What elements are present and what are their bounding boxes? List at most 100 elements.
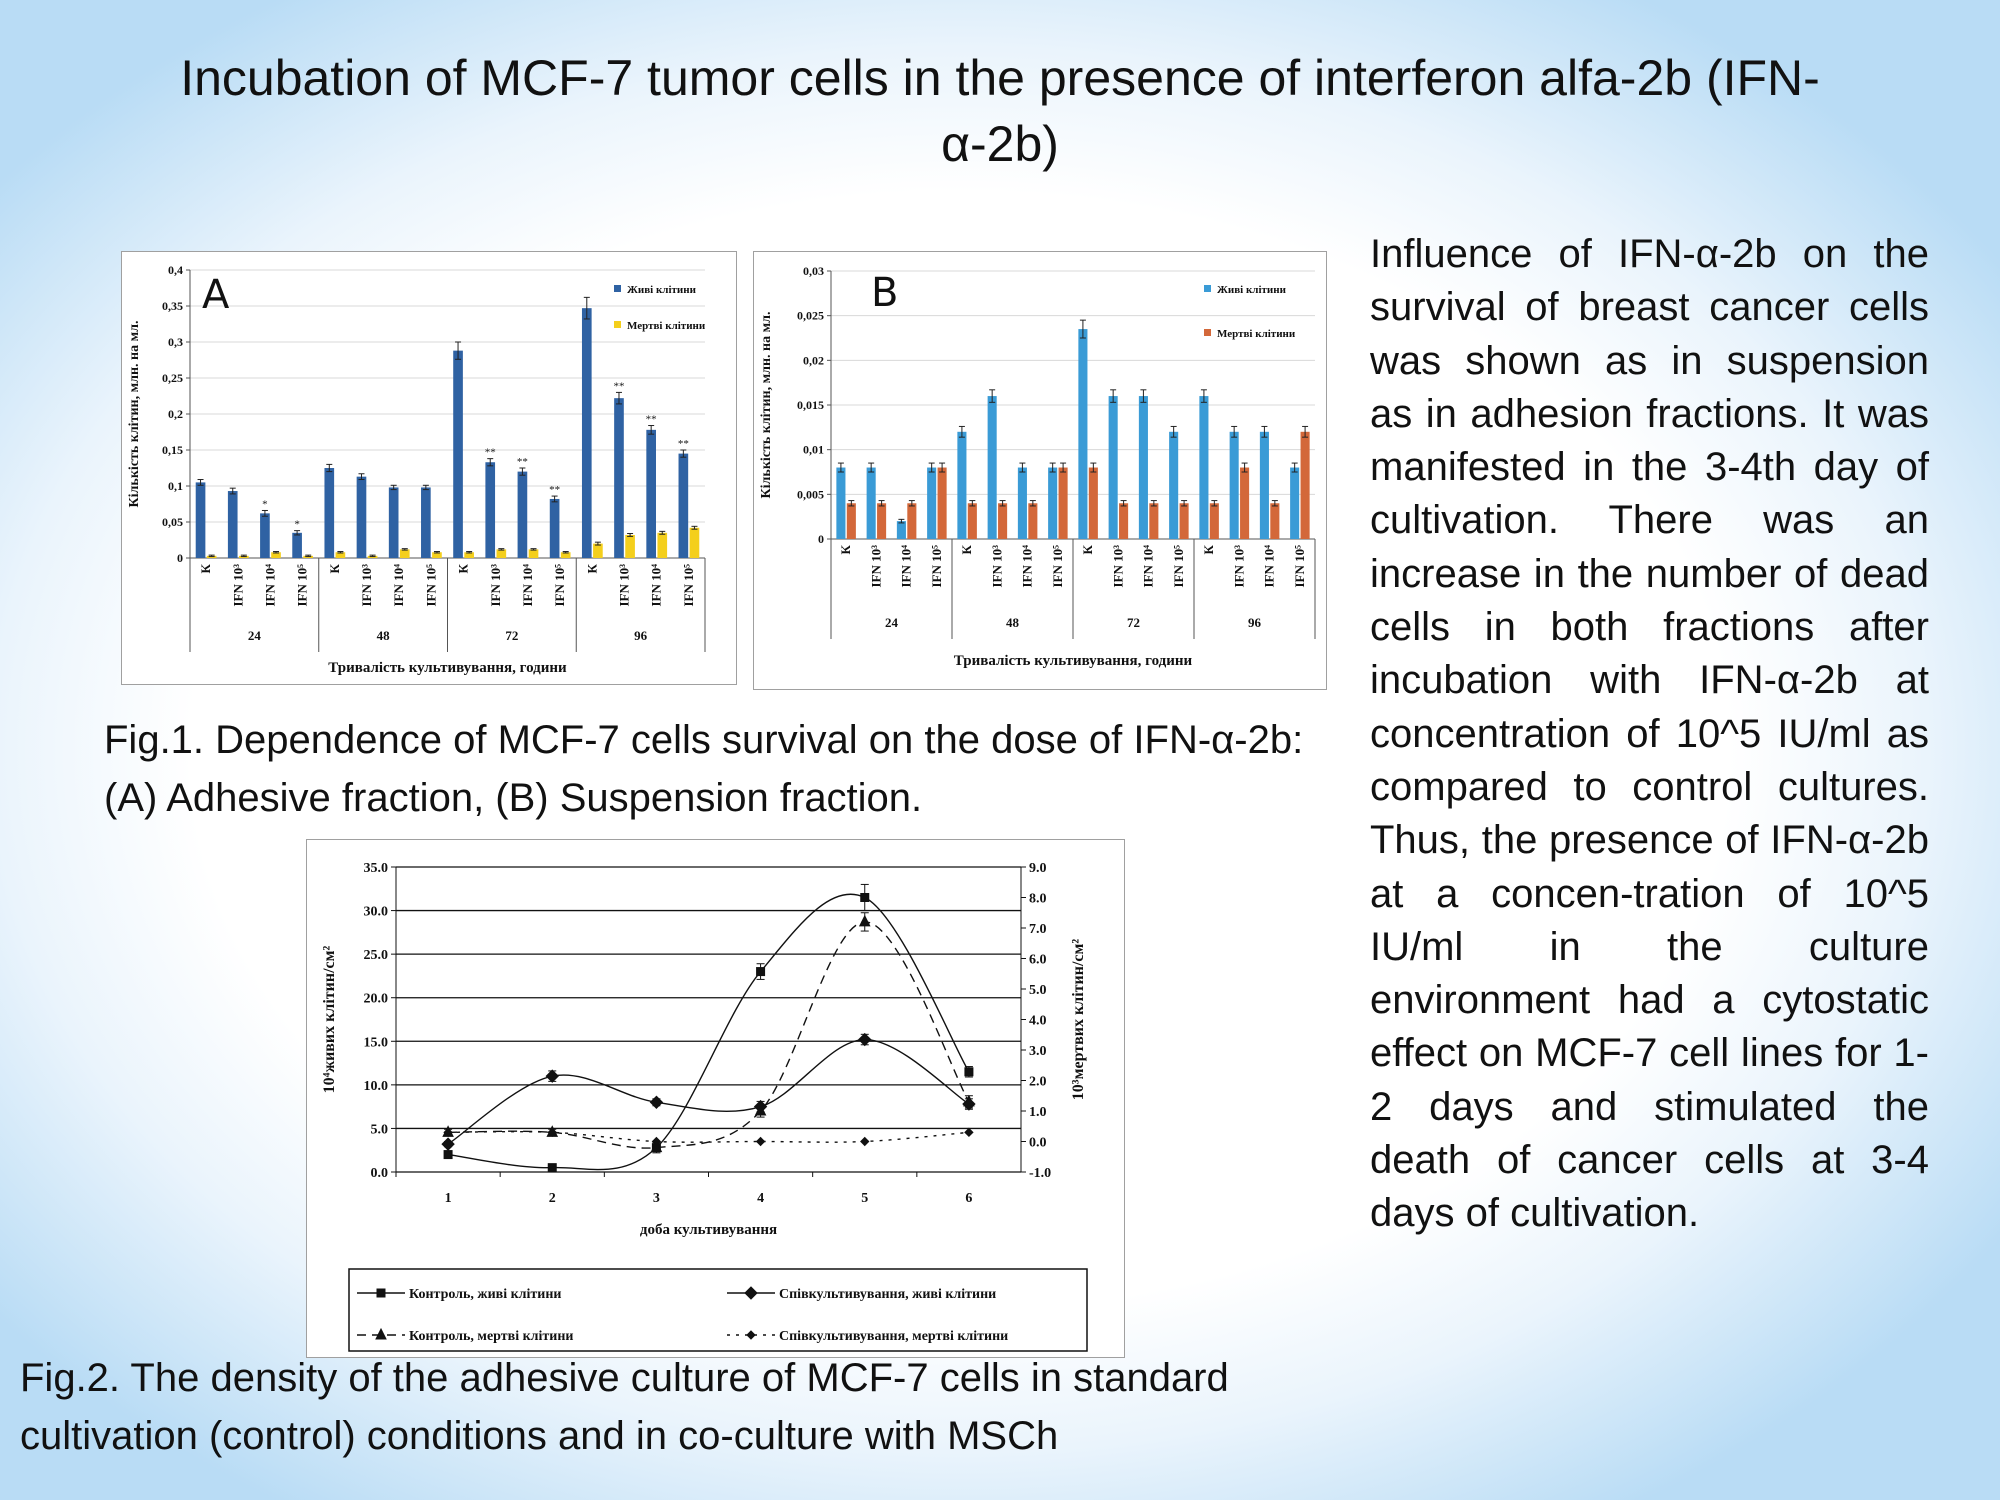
y-tick-label: 0,3: [168, 335, 183, 349]
bar: [846, 503, 856, 539]
group-label: 96: [1248, 615, 1262, 630]
bar: [1290, 467, 1300, 539]
bar: [593, 543, 603, 558]
x-axis-title: Тривалість культивування, години: [328, 660, 567, 676]
error-bar: [999, 500, 1006, 507]
error-bar: [1170, 425, 1177, 438]
bar: [987, 396, 997, 539]
y-tick-label: 0,05: [162, 515, 183, 529]
bar: [877, 503, 887, 539]
x-tick-label: IFN 10⁴: [391, 564, 406, 607]
error-bar: [273, 551, 280, 554]
error-bar: [1231, 425, 1238, 438]
error-bar: [261, 509, 268, 517]
error-bar: [229, 487, 236, 495]
y-axis-title: Кількість клітин, млн. на мл.: [127, 321, 142, 508]
x-tick-label: К: [838, 544, 853, 554]
y2-tick-label: 1.0: [1029, 1105, 1047, 1120]
legend-label: Контроль, мертві клітини: [409, 1329, 574, 1344]
figure-caption: Fig.2. The density of the adhesive cultu…: [20, 1356, 1229, 1458]
error-bar: [928, 462, 935, 473]
bar: [998, 503, 1008, 539]
error-bar: [1120, 500, 1127, 507]
marker: [441, 1137, 455, 1151]
error-bar: [358, 473, 365, 481]
significance-mark: **: [678, 438, 689, 450]
error-bar: [294, 530, 301, 536]
error-bar: [627, 533, 634, 537]
error-bar: [1079, 319, 1086, 339]
y2-tick-label: 6.0: [1029, 953, 1047, 968]
x-tick-label: К: [1201, 544, 1216, 554]
error-bar: [837, 462, 844, 473]
error-bar: [868, 462, 875, 473]
y-tick-label: 10.0: [364, 1079, 389, 1094]
legend-label: Живі клітини: [627, 284, 697, 296]
marker: [650, 1140, 663, 1153]
x-tick-label: IFN 10⁵: [929, 545, 944, 588]
chart-panel: 0 0,005 0,01 0,015 0,02 0,025 0,03 К IFN 10³ IFN …: [753, 251, 1327, 690]
y-tick-label: 30.0: [364, 905, 389, 920]
bar: [1240, 467, 1250, 539]
chart-panel: 0 0,05 0,1 0,15 0,2 0,25 0,3 0,35 0,4 К IFN 10³ IFN…: [121, 251, 737, 685]
y-tick-label: 0,03: [803, 264, 824, 278]
x-tick-label: IFN 10⁴: [1020, 545, 1035, 588]
slide-title: Incubation of MCF-7 tumor cells in the p…: [180, 50, 1820, 172]
error-bar: [969, 500, 976, 507]
error-bar: [1049, 462, 1056, 473]
legend-marker: [376, 1288, 386, 1298]
bar: [896, 521, 906, 539]
error-bar: [1271, 500, 1278, 507]
y-tick-label: 0,005: [797, 487, 824, 501]
legend-marker: [744, 1286, 758, 1300]
y2-tick-label: 7.0: [1029, 922, 1047, 937]
error-bar: [1019, 462, 1026, 473]
significance-mark: **: [646, 414, 657, 426]
y-tick-label: 15.0: [364, 1035, 389, 1050]
bar: [292, 532, 302, 558]
x-tick-label: IFN 10³: [1110, 545, 1125, 588]
marker: [858, 914, 871, 927]
error-bar: [878, 500, 885, 507]
group-label: 24: [885, 615, 899, 630]
legend-label: Контроль, живі клітини: [409, 1287, 561, 1302]
bar: [1048, 467, 1058, 539]
marker: [547, 1163, 557, 1173]
y-tick-label: 35.0: [364, 861, 389, 876]
bar: [937, 467, 947, 539]
y-axis-title: 10⁴живих клітин/см²: [321, 945, 338, 1093]
legend-swatch: [614, 321, 621, 328]
bar: [1179, 503, 1189, 539]
x-tick-label: 2: [549, 1191, 556, 1206]
error-bar: [1200, 389, 1207, 403]
significance-mark: **: [549, 484, 560, 496]
legend-swatch: [1204, 285, 1211, 292]
x-tick-label: 1: [445, 1191, 452, 1206]
error-bar: [1140, 389, 1147, 403]
marker: [756, 967, 766, 977]
bar: [957, 431, 967, 539]
marker: [755, 1136, 766, 1147]
bar: [1259, 431, 1269, 539]
series-line: [448, 921, 970, 1149]
y2-tick-label: 8.0: [1029, 892, 1047, 907]
y-tick-label: 0,25: [162, 371, 183, 385]
marker: [649, 1095, 664, 1109]
marker: [443, 1127, 453, 1138]
bar: [260, 513, 270, 558]
bar: [657, 532, 668, 558]
bar: [614, 398, 624, 558]
significance-mark: *: [262, 498, 268, 510]
series-line: [448, 1130, 969, 1143]
significance-mark: *: [294, 519, 300, 531]
panel-label: A: [202, 272, 230, 318]
bar: [866, 467, 876, 539]
significance-mark: **: [485, 447, 496, 459]
bar: [1108, 396, 1118, 539]
x-tick-label: IFN 10⁴: [649, 564, 664, 607]
y2-tick-label: 0.0: [1029, 1136, 1047, 1151]
bar: [1028, 503, 1038, 539]
marker: [964, 1127, 974, 1138]
x-axis-title: Тривалість культивування, години: [954, 653, 1193, 669]
